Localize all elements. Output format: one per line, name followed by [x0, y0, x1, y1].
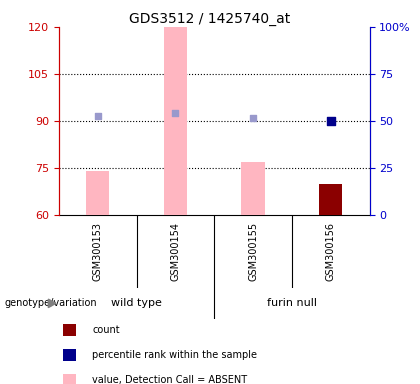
Bar	[241, 162, 265, 215]
Text: GSM300155: GSM300155	[248, 222, 258, 281]
Bar	[319, 184, 342, 215]
Point	[172, 110, 179, 116]
Text: GSM300156: GSM300156	[326, 222, 336, 281]
Point	[249, 115, 256, 121]
Text: GSM300154: GSM300154	[171, 222, 180, 281]
Text: GSM300153: GSM300153	[93, 222, 102, 281]
Bar	[164, 27, 187, 215]
Text: percentile rank within the sample: percentile rank within the sample	[92, 350, 257, 360]
Text: GDS3512 / 1425740_at: GDS3512 / 1425740_at	[129, 12, 291, 25]
Text: value, Detection Call = ABSENT: value, Detection Call = ABSENT	[92, 375, 247, 384]
Text: genotype/variation: genotype/variation	[4, 298, 97, 308]
Text: furin null: furin null	[267, 298, 317, 308]
Bar	[86, 171, 109, 215]
Text: wild type: wild type	[111, 298, 162, 308]
Text: count: count	[92, 325, 120, 335]
Point	[328, 118, 334, 124]
Point	[94, 113, 101, 119]
